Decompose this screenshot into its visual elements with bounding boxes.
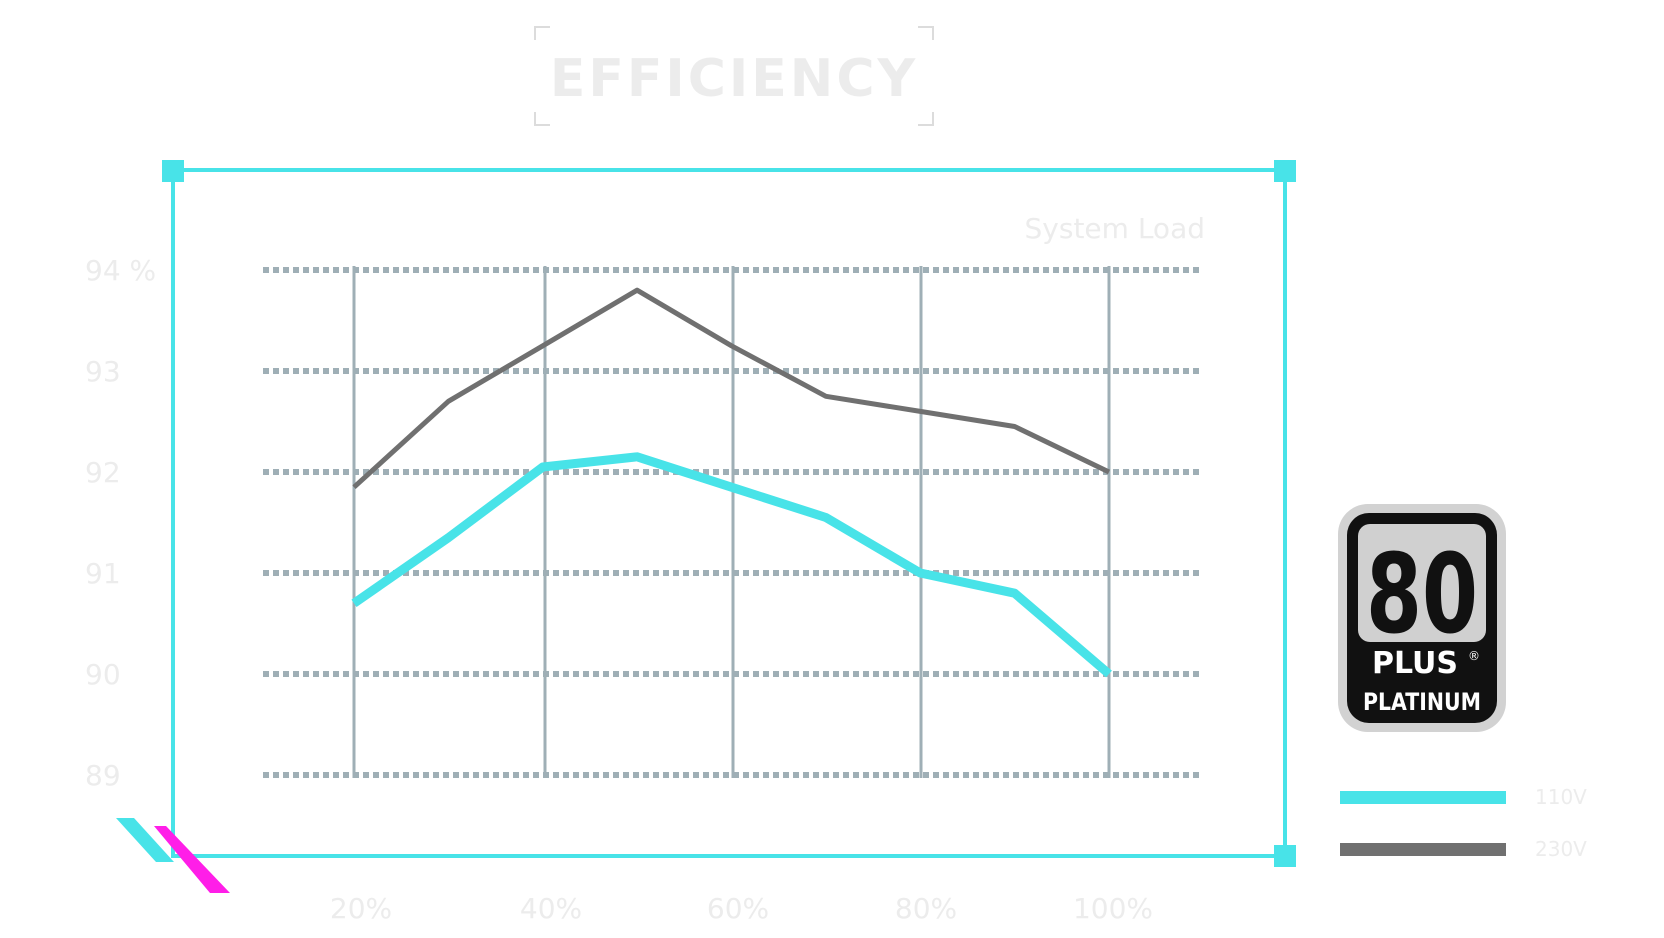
- x-tick-label: 60%: [707, 892, 769, 925]
- frame-corner-bottom-right: [1274, 845, 1296, 867]
- grid: [263, 266, 1203, 778]
- y-tick-label: 89: [85, 759, 121, 792]
- y-tick-label: 92: [85, 456, 121, 489]
- legend-label-110v: 110V: [1535, 785, 1587, 809]
- chart-frame: [116, 160, 1296, 893]
- x-tick-label: 20%: [330, 892, 392, 925]
- legend-label-230v: 230V: [1535, 837, 1587, 861]
- badge-panel: [1358, 524, 1486, 642]
- 80-plus-platinum-badge: 80 PLUS ® PLATINUM: [1338, 504, 1506, 732]
- x-tick-label: 80%: [895, 892, 957, 925]
- badge-number: 80: [1366, 530, 1478, 658]
- legend-swatch-230v: [1340, 843, 1506, 856]
- badge-registered-mark: ®: [1468, 649, 1480, 663]
- series-line-110v: [351, 452, 1112, 678]
- legend: 110V 230V: [1340, 785, 1587, 861]
- y-tick-label: 91: [85, 557, 121, 590]
- x-axis-ticks: 20% 40% 60% 80% 100%: [330, 892, 1153, 925]
- legend-swatch-110v: [1340, 791, 1506, 804]
- series-line-230v: [352, 287, 1111, 490]
- y-tick-label: 93: [85, 355, 121, 388]
- frame-border: [171, 168, 1287, 858]
- frame-corner-top-right: [1274, 160, 1296, 182]
- title-block: EFFICIENCY: [534, 26, 934, 126]
- y-tick-label: 90: [85, 658, 121, 691]
- series-lines: [351, 287, 1112, 678]
- badge-tier: PLATINUM: [1363, 688, 1481, 716]
- accent-slash-cyan: [116, 818, 174, 862]
- chart-title: EFFICIENCY: [550, 49, 918, 109]
- y-tick-label: 94 %: [85, 254, 156, 287]
- x-tick-label: 100%: [1073, 892, 1153, 925]
- y-axis-ticks: 94 % 93 92 91 90 89: [85, 254, 156, 792]
- accent-slash-magenta: [154, 826, 230, 893]
- title-brackets: [534, 26, 934, 126]
- badge-word: PLUS: [1372, 646, 1458, 681]
- x-axis-label: System Load: [1025, 212, 1205, 245]
- frame-corner-top-left: [162, 160, 184, 182]
- x-tick-label: 40%: [520, 892, 582, 925]
